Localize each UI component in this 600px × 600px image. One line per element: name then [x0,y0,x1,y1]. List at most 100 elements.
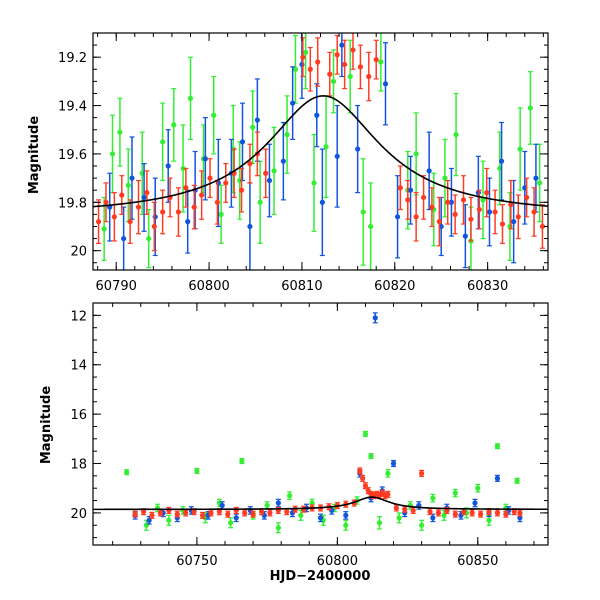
data-point-green [264,502,270,509]
data-point-green [368,223,374,230]
data-point-blue [511,219,517,225]
data-point-green [309,500,315,506]
data-point-red [183,510,189,516]
data-point-red [420,194,427,201]
data-point-red [539,223,546,230]
data-point-green [194,468,200,474]
data-point-red [250,511,256,517]
data-point-green [211,112,217,118]
data-point-red [373,57,379,63]
data-point-red [160,209,166,215]
data-point-green [494,443,501,449]
data-point-green [257,199,263,205]
data-point-red [191,509,197,515]
bottom-xlabel: HJD−2400000 [270,569,371,584]
data-point-green [303,49,309,55]
data-point-red [461,509,467,515]
data-point-green [537,180,543,186]
y-tick-label: 19.2 [58,51,87,66]
data-point-green [517,146,523,152]
data-point-red [300,54,306,60]
data-point-blue [314,112,320,118]
data-point-green [228,520,234,526]
data-point-green [298,512,304,518]
data-point-green [284,131,290,138]
data-point-green [343,522,349,528]
data-point-red [445,199,451,205]
data-point-green [239,458,245,464]
data-point-red [223,180,229,186]
plot-frame [92,302,549,546]
data-point-green [453,131,459,138]
data-point-red [183,185,189,191]
data-point-green [362,431,369,437]
data-point-red [460,197,467,203]
data-point-red [307,66,313,72]
model-curve [93,95,548,208]
data-point-red [499,221,506,227]
data-point-red [427,509,433,515]
data-point-blue [146,517,152,523]
data-point-red [135,204,142,210]
y-tick-label: 12 [70,309,87,324]
data-point-red [95,219,102,225]
data-point-red [191,204,197,210]
data-point-blue [426,168,432,174]
data-point-green [360,209,366,215]
data-point-blue [233,515,239,521]
data-point-blue [462,233,468,239]
data-point-blue [430,515,436,521]
data-point-blue [141,194,147,201]
data-point-blue [334,153,340,159]
data-point-red [208,510,214,516]
data-point-green [430,495,436,501]
data-point-blue [254,117,260,123]
data-point-red [216,509,222,515]
data-point-red [207,175,213,181]
data-point-green [486,517,492,523]
data-point-red [468,216,474,222]
data-point-green [413,151,419,157]
data-point-red [524,194,530,201]
data-point-red [357,64,364,70]
data-point-red [515,214,521,220]
data-point-blue [394,214,401,220]
data-point-green [347,73,353,80]
data-point-blue [317,515,324,521]
y-tick-label: 19.4 [58,100,87,115]
data-point-blue [319,199,325,205]
data-point-red [199,512,206,518]
data-point-blue [266,177,273,184]
data-point-red [111,214,117,220]
data-point-blue [165,163,171,169]
data-point-blue [355,146,361,152]
data-point-green [368,453,374,459]
data-point-green [146,235,152,242]
data-point-red [119,192,125,198]
y-tick-label: 14 [70,359,87,374]
data-point-red [157,510,164,516]
data-point-red [284,509,290,515]
data-point-blue [121,235,127,242]
data-point-red [151,223,157,230]
data-point-red [258,509,265,515]
data-point-blue [152,214,158,220]
data-point-red [225,511,231,517]
x-tick-label: 60800 [188,279,229,294]
data-point-blue [202,156,208,162]
data-point-blue [343,512,349,518]
data-point-green [442,175,448,181]
y-tick-label: 18 [70,458,87,473]
data-point-red [517,510,523,516]
data-point-blue [219,502,225,509]
data-point-red [435,510,442,516]
data-point-red [511,509,517,515]
data-point-green [187,95,194,101]
data-point-green [101,226,107,232]
data-point-green [180,165,186,172]
top-panel: 60790 60800 60810 60820 60830 19.2 19.4 19.6 19.… [58,32,549,294]
data-point-red [486,509,492,515]
data-point-green [109,151,116,157]
data-point-red [199,192,205,198]
